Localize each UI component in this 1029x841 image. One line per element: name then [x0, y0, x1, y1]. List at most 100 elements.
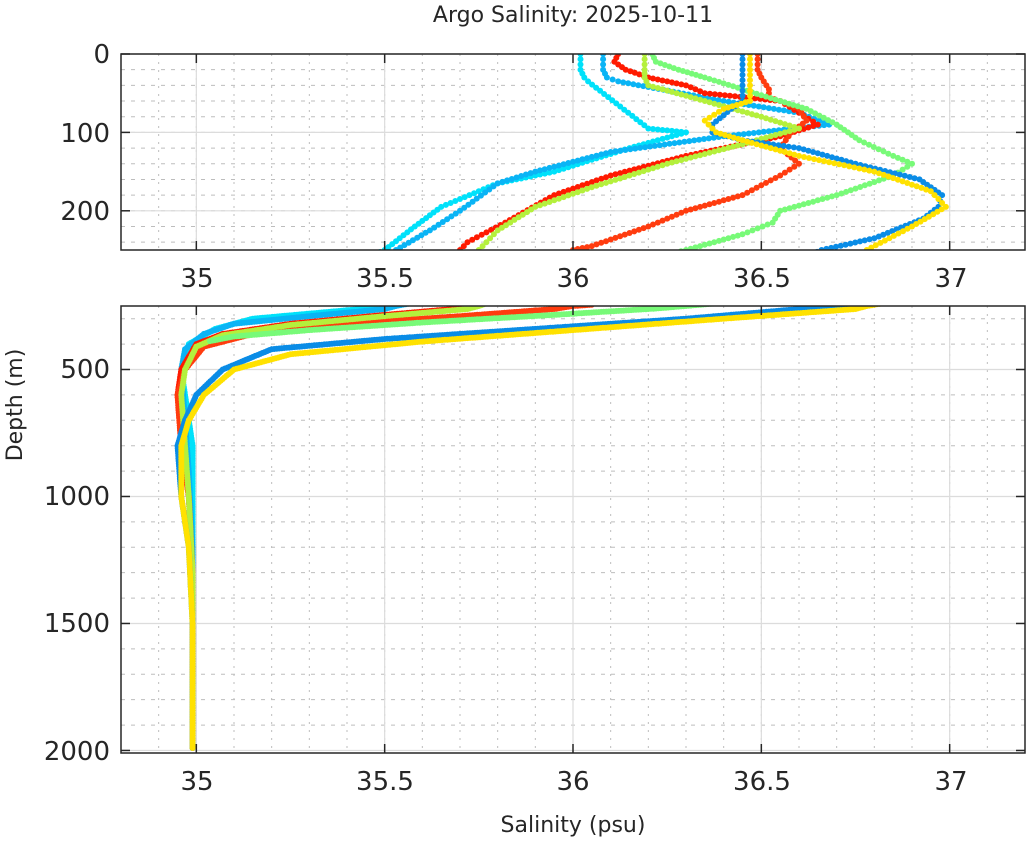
- data-point: [763, 115, 769, 122]
- data-point: [838, 190, 845, 197]
- data-point: [635, 165, 642, 172]
- data-point: [635, 226, 642, 233]
- data-point: [634, 259, 640, 265]
- data-point: [747, 87, 753, 94]
- upper-ytick-label: 100: [60, 119, 110, 149]
- data-point: [730, 83, 737, 90]
- profile-yellow: [701, 54, 949, 250]
- data-point: [664, 127, 671, 134]
- data-point: [452, 210, 459, 217]
- data-point: [747, 92, 753, 99]
- upper-xtick-label: 37: [934, 264, 967, 294]
- data-point: [791, 126, 798, 133]
- data-point: [692, 205, 699, 212]
- data-point: [866, 300, 872, 306]
- data-point: [668, 88, 675, 95]
- data-point: [588, 243, 595, 250]
- data-point: [750, 130, 757, 136]
- data-point: [725, 196, 732, 202]
- data-point: [641, 61, 648, 68]
- data-point: [939, 192, 946, 199]
- data-point: [635, 169, 642, 176]
- data-point: [473, 234, 480, 241]
- data-point: [785, 143, 792, 150]
- data-point: [424, 297, 430, 303]
- data-point: [739, 108, 746, 115]
- data-point: [760, 128, 767, 135]
- lower-xtick-labels: 35 35.5 36 36.5 37: [180, 767, 967, 797]
- data-point: [931, 192, 938, 199]
- data-point: [775, 106, 782, 113]
- data-point: [588, 153, 595, 160]
- data-point: [885, 150, 892, 157]
- data-point: [659, 127, 666, 133]
- data-point: [896, 171, 903, 178]
- data-point: [706, 76, 713, 82]
- data-point: [739, 77, 746, 84]
- data-point: [711, 111, 718, 118]
- data-point: [640, 225, 647, 232]
- data-point: [833, 155, 840, 162]
- data-point: [720, 146, 727, 153]
- data-point: [717, 300, 723, 306]
- data-point: [806, 155, 812, 161]
- data-point: [601, 91, 608, 97]
- upper-xtick-label: 36.5: [733, 264, 791, 294]
- data-point: [546, 199, 553, 205]
- data-point: [716, 108, 722, 115]
- data-point: [877, 239, 884, 246]
- data-point: [600, 56, 607, 63]
- data-point: [697, 243, 704, 250]
- data-point: [796, 152, 802, 159]
- lower-xtick-label: 36: [556, 767, 589, 797]
- data-point: [885, 173, 892, 180]
- data-point: [780, 142, 787, 149]
- data-point: [899, 156, 906, 163]
- data-point: [473, 195, 480, 202]
- data-point: [612, 171, 619, 178]
- data-point: [814, 150, 821, 157]
- data-point: [488, 299, 494, 305]
- data-point: [368, 253, 374, 259]
- data-point: [886, 235, 893, 242]
- data-point: [647, 143, 653, 150]
- data-point: [732, 299, 738, 305]
- data-point: [909, 181, 915, 188]
- data-point: [687, 94, 694, 101]
- data-point: [687, 84, 694, 91]
- data-point: [574, 184, 581, 190]
- data-point: [565, 164, 572, 171]
- data-point: [706, 114, 713, 121]
- data-point: [527, 170, 534, 177]
- data-point: [666, 63, 673, 70]
- data-point: [435, 221, 442, 228]
- data-point: [711, 91, 718, 98]
- data-point: [605, 94, 612, 101]
- data-point: [691, 137, 698, 144]
- data-point: [745, 130, 752, 137]
- data-point: [851, 164, 858, 171]
- data-point: [866, 236, 873, 243]
- data-point: [861, 182, 868, 189]
- data-point: [711, 239, 718, 246]
- data-point: [769, 219, 776, 226]
- data-point: [624, 260, 630, 266]
- data-point: [457, 207, 463, 214]
- data-point: [631, 171, 638, 177]
- lower-ticks: [121, 306, 1025, 753]
- data-point: [755, 103, 762, 110]
- data-point: [864, 300, 870, 306]
- data-point: [725, 144, 732, 151]
- data-point: [487, 235, 494, 242]
- data-point: [871, 168, 878, 175]
- data-point: [574, 157, 581, 164]
- data-point: [595, 266, 601, 272]
- data-point: [857, 238, 863, 245]
- data-point: [777, 130, 784, 137]
- data-point: [711, 148, 718, 155]
- data-point: [748, 187, 755, 194]
- data-point: [710, 96, 717, 103]
- data-point: [772, 96, 779, 103]
- data-point: [716, 91, 723, 98]
- data-point: [625, 109, 632, 116]
